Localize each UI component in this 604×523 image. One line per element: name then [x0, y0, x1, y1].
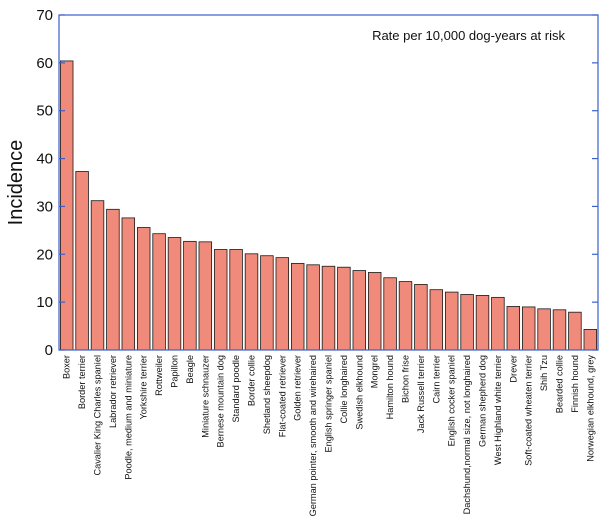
x-category-label-28: West Highland white terrier: [493, 355, 503, 465]
bar-31: [537, 308, 551, 351]
x-category-label-16: German pointer, smooth and wirehaired: [308, 355, 318, 516]
bar-18: [337, 266, 351, 351]
x-category-label-14: Flat-coated retriever: [277, 355, 287, 437]
x-category-label-26: Dachshund,normal size, not longhaired: [462, 355, 472, 514]
bar-25: [444, 291, 459, 351]
bar-6: [152, 233, 166, 351]
bar-16: [306, 264, 320, 351]
y-tick-label-3: 30: [36, 198, 53, 215]
x-category-label-27: German shepherd dog: [478, 355, 488, 447]
bar-19: [352, 270, 367, 351]
x-category-label-24: Cairn terrier: [431, 355, 441, 404]
x-category-label-7: Papillon: [170, 355, 180, 388]
x-category-label-15: Golden retriever: [293, 355, 303, 421]
x-category-label-5: Yorkshire terrier: [139, 355, 149, 420]
chart-annotation: Rate per 10,000 dog-years at risk: [372, 28, 565, 43]
y-axis-ticks: 0 10 20 30 40 50 60 70: [36, 7, 598, 359]
x-category-label-19: Swedish elkhound: [354, 355, 364, 430]
x-category-label-18: Collie longhaired: [339, 355, 349, 423]
bar-20: [367, 272, 382, 351]
x-category-label-32: Bearded collie: [555, 355, 565, 413]
x-category-label-21: Hamilton hound: [385, 355, 395, 419]
bar-27: [475, 295, 490, 351]
bar-0: [59, 60, 74, 351]
x-category-label-22: Bichon frise: [401, 355, 411, 403]
bar-24: [429, 289, 444, 351]
x-category-label-31: Shih Tzu: [539, 355, 549, 391]
bar-34: [583, 329, 598, 351]
plot-border: [58, 14, 599, 351]
bar-5: [136, 227, 151, 351]
bar-23: [414, 284, 428, 351]
x-category-label-33: Finnish hound: [570, 355, 580, 413]
x-category-label-30: Soft-coated wheaten terrier: [524, 355, 534, 466]
x-category-label-6: Rottweiler: [154, 355, 164, 396]
y-axis-label: Incidence: [5, 140, 27, 226]
bar-2: [90, 200, 105, 351]
y-tick-label-4: 40: [36, 151, 53, 168]
bar-14: [275, 257, 290, 351]
bar-1: [75, 171, 89, 351]
x-category-label-8: Beagle: [185, 355, 195, 384]
x-category-label-2: Cavalier King Charles spaniel: [93, 355, 103, 476]
x-category-label-10: Bernese mountain dog: [216, 355, 226, 447]
bar-30: [521, 306, 536, 351]
x-category-label-11: Standard poodle: [231, 355, 241, 422]
bar-21: [383, 277, 397, 351]
y-tick-label-6: 60: [36, 55, 53, 72]
bar-13: [260, 255, 274, 351]
bar-12: [244, 253, 259, 351]
bar-8: [183, 240, 197, 351]
y-tick-label-5: 50: [36, 103, 53, 120]
bar-17: [321, 265, 336, 351]
x-category-label-34: Norwegian elkhound, grey: [585, 355, 595, 462]
bar-3: [106, 208, 120, 351]
y-tick-label-2: 20: [36, 246, 53, 263]
y-tick-label-7: 70: [36, 7, 53, 24]
x-category-label-17: English springer spaniel: [324, 355, 334, 453]
x-category-label-29: Drever: [508, 355, 518, 383]
x-category-label-20: Mongrel: [370, 355, 380, 388]
x-category-label-12: Border collie: [247, 355, 257, 406]
bar-4: [121, 217, 136, 351]
plot-frame: [58, 14, 599, 351]
bar-32: [552, 309, 567, 351]
bar-9: [198, 241, 213, 351]
bar-33: [568, 311, 582, 351]
bar-10: [213, 249, 228, 351]
x-category-label-9: Miniature schnauzer: [200, 355, 210, 438]
bar-7: [167, 237, 182, 351]
x-category-label-4: Poodle, medium and miniature: [123, 355, 133, 480]
bar-11: [229, 249, 243, 351]
x-category-label-23: Jack Russell terrier: [416, 355, 426, 433]
bar-28: [491, 296, 505, 351]
bar-29: [506, 306, 521, 351]
bars-group: [59, 60, 598, 351]
x-category-label-3: Labrador retriever: [108, 355, 118, 428]
bar-26: [460, 294, 474, 351]
bar-15: [290, 262, 305, 351]
x-category-label-13: Shetland sheepdog: [262, 355, 272, 434]
x-category-label-25: English cocker spaniel: [447, 355, 457, 446]
y-tick-label-0: 0: [45, 342, 53, 359]
x-category-label-1: Border terrier: [77, 355, 87, 409]
y-tick-label-1: 10: [36, 294, 53, 311]
bar-22: [398, 281, 413, 351]
x-axis-category-labels: Boxer Border terrier Cavalier King Charles…: [62, 355, 596, 517]
x-category-label-0: Boxer: [62, 355, 72, 379]
